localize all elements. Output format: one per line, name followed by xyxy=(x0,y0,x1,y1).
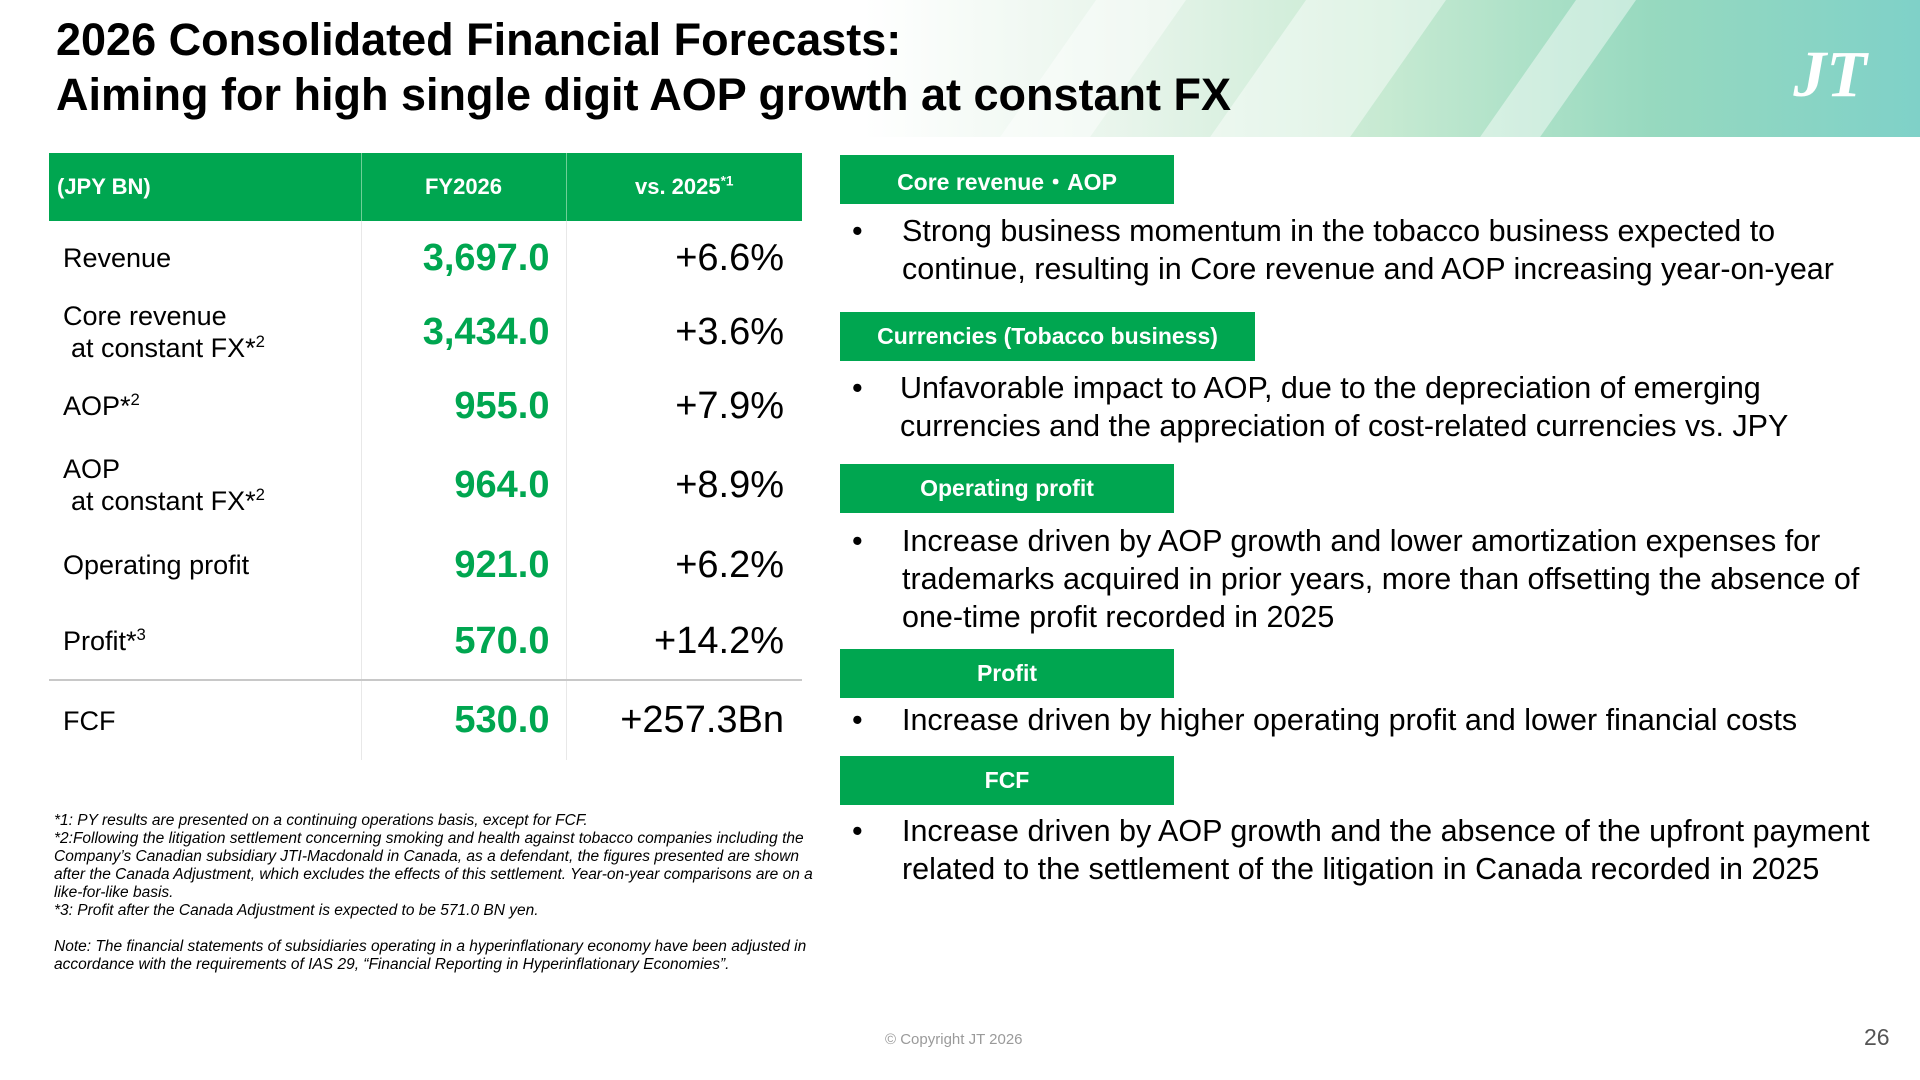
bullet-profit: • Increase driven by higher operating pr… xyxy=(852,701,1892,739)
row-value: 530.0 xyxy=(361,679,567,760)
tag-profit: Profit xyxy=(840,649,1174,698)
row-change: +257.3Bn xyxy=(566,679,802,760)
bullet-text: Unfavorable impact to AOP, due to the de… xyxy=(900,371,1789,443)
bullet-text: Strong business momentum in the tobacco … xyxy=(902,214,1834,286)
table-row: Profit*3 570.0 +14.2% xyxy=(49,603,802,680)
row-change: +6.6% xyxy=(675,236,784,279)
bullet-dot: • xyxy=(852,214,863,248)
bullet-dot: • xyxy=(852,814,863,848)
jt-logo: JT xyxy=(1792,38,1869,104)
row-value: 570.0 xyxy=(361,603,567,680)
row-label: Core revenue at constant FX*2 xyxy=(49,295,362,369)
bullet-fcf: • Increase driven by AOP growth and the … xyxy=(852,812,1892,888)
header-banner: 2026 Consolidated Financial Forecasts: A… xyxy=(0,0,1920,137)
row-change: +7.9% xyxy=(675,384,784,427)
header-vs-2025: vs. 2025*1 xyxy=(634,173,734,199)
forecast-table: (JPY BN) FY2026 vs. 2025*1 Revenue 3,697… xyxy=(49,153,802,760)
row-label: Revenue xyxy=(49,221,362,295)
row-value: 921.0 xyxy=(361,527,567,603)
bullet-text: Increase driven by AOP growth and the ab… xyxy=(902,814,1870,886)
jt-logo-text: JT xyxy=(1792,38,1869,104)
row-change: +14.2% xyxy=(654,619,784,662)
bullet-core-revenue-aop: • Strong business momentum in the tobacc… xyxy=(852,212,1892,288)
row-label: AOP*2 xyxy=(49,369,362,443)
bullet-text: Increase driven by AOP growth and lower … xyxy=(902,524,1860,634)
bullet-operating-profit: • Increase driven by AOP growth and lowe… xyxy=(852,522,1892,636)
tag-currencies: Currencies (Tobacco business) xyxy=(840,312,1255,361)
row-label: FCF xyxy=(49,679,362,760)
row-value: 3,697.0 xyxy=(361,221,567,295)
row-value: 955.0 xyxy=(361,369,567,443)
tag-operating-profit: Operating profit xyxy=(840,464,1174,513)
header-fy2026: FY2026 xyxy=(361,153,567,221)
footnote-1: *1: PY results are presented on a contin… xyxy=(54,812,588,829)
bullet-dot: • xyxy=(852,703,863,737)
row-value: 964.0 xyxy=(361,443,567,527)
row-label: Profit*3 xyxy=(49,603,362,680)
table-row: FCF 530.0 +257.3Bn xyxy=(49,679,802,760)
page-title: 2026 Consolidated Financial Forecasts: A… xyxy=(56,12,1556,122)
header-unit: (JPY BN) xyxy=(49,153,362,221)
bullet-text: Increase driven by higher operating prof… xyxy=(902,703,1798,737)
bullet-currencies: • Unfavorable impact to AOP, due to the … xyxy=(852,369,1892,445)
table-header-row: (JPY BN) FY2026 vs. 2025*1 xyxy=(49,153,802,221)
row-change: +6.2% xyxy=(675,543,784,586)
footnote-2: *2:Following the litigation settlement c… xyxy=(54,830,813,901)
tag-fcf: FCF xyxy=(840,756,1174,805)
row-label: Operating profit xyxy=(49,527,362,603)
table-row: Revenue 3,697.0 +6.6% xyxy=(49,221,802,295)
table-row: AOP*2 955.0 +7.9% xyxy=(49,369,802,443)
table-row: Core revenue at constant FX*2 3,434.0 +3.… xyxy=(49,295,802,369)
footnote-note: Note: The financial statements of subsid… xyxy=(54,938,807,973)
row-label: AOP at constant FX*2 xyxy=(49,443,362,527)
footnote-3: *3: Profit after the Canada Adjustment i… xyxy=(54,902,539,919)
table-row: AOP at constant FX*2 964.0 +8.9% xyxy=(49,443,802,527)
bullet-dot: • xyxy=(852,371,863,405)
footnotes: *1: PY results are presented on a contin… xyxy=(54,812,834,974)
title-line-2: Aiming for high single digit AOP growth … xyxy=(56,69,1231,120)
row-change: +8.9% xyxy=(675,463,784,506)
copyright-notice: © Copyright JT 2026 xyxy=(885,1031,1023,1048)
row-change: +3.6% xyxy=(675,310,784,353)
bullet-dot: • xyxy=(852,524,863,558)
tag-core-revenue-aop: Core revenue・AOP xyxy=(840,155,1174,204)
title-line-1: 2026 Consolidated Financial Forecasts: xyxy=(56,14,902,65)
row-value: 3,434.0 xyxy=(361,295,567,369)
page-number: 26 xyxy=(1864,1024,1890,1050)
table-row: Operating profit 921.0 +6.2% xyxy=(49,527,802,603)
